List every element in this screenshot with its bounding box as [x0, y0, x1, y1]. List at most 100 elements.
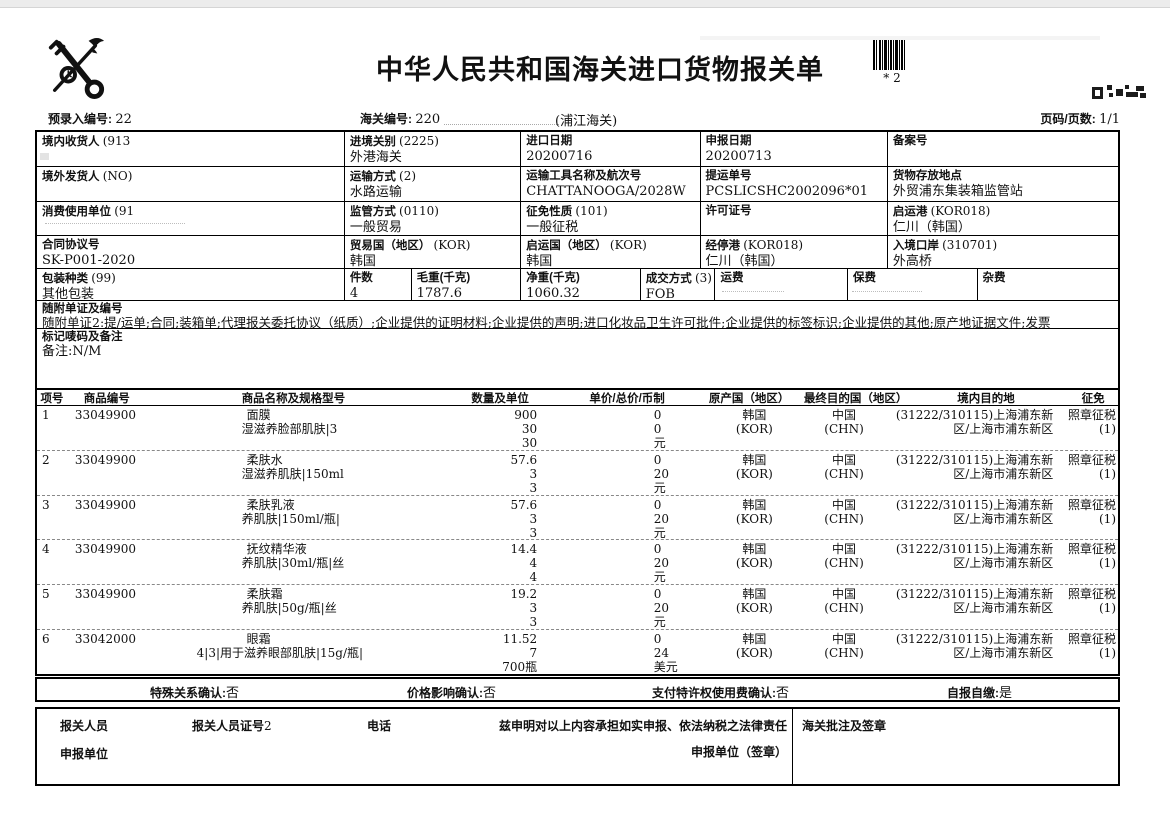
goods-quantity-line: 4 [529, 570, 538, 585]
goods-price-currency-line: 元 [653, 525, 666, 540]
goods-final-destination-line: 中国 [832, 497, 857, 512]
field-value: FOB [645, 287, 675, 300]
goods-quantity-line: 3 [529, 480, 538, 495]
goods-price-currency-line: 0 [653, 408, 662, 422]
goods-commodity-code-line: 33049900 [74, 542, 136, 557]
goods-name-spec: 柔肤水 湿滋养肌肤|150ml [147, 451, 441, 495]
form-row-5: 包装种类 (99) 其他包装 件数 4 毛重(千克) 1787.6 净重(千克)… [37, 268, 1118, 300]
goods-domestic-destination-line: 区/上海市浦东新区 [953, 556, 1054, 571]
form-row-3: 消费使用单位 (91 监管方式 (0110) 一般贸易 征免性质 (101) 一… [37, 201, 1118, 235]
form-row-marks: 标记唛码及备注 备注:N/M [37, 328, 1118, 388]
goods-quantity: 900 30 30 [441, 406, 538, 450]
goods-levy-exemption: 照章征税 (1) [1053, 540, 1118, 584]
field-label: 进境关别 [349, 136, 396, 148]
goods-final-destination-line: (CHN) [824, 511, 864, 526]
confirm-label: 价格影响确认: [407, 686, 483, 700]
goods-origin-country-line: 韩国 [742, 587, 767, 602]
goods-name-spec-line: 4|3|用于滋养眼部肌肤|15g/瓶| [196, 646, 364, 661]
field-label: 境外发货人 [42, 171, 100, 183]
goods-quantity-line: 30 [521, 436, 538, 450]
field-label: 随附单证及编号 [42, 303, 123, 315]
field-label: 运输方式 [349, 171, 396, 183]
goods-levy-exemption-line: 照章征税 [1067, 542, 1116, 557]
goods-price-currency: 0 20 元 [650, 540, 710, 584]
goods-origin-country: 韩国 (KOR) [710, 630, 800, 674]
field-record-no: 备案号 [886, 132, 1118, 166]
goods-item-no: 3 [37, 496, 67, 540]
field-gross-weight: 毛重(千克) 1787.6 [410, 269, 521, 300]
goods-redacted-area [537, 496, 650, 540]
goods-domestic-destination-line: 区/上海市浦东新区 [953, 601, 1054, 616]
field-value: PCSLICSHC2002096*01 [705, 184, 868, 199]
field-value: 水路运输 [349, 185, 402, 200]
goods-origin-country: 韩国 (KOR) [710, 406, 800, 450]
field-value: 其他包装 [42, 287, 95, 300]
goods-item-no: 6 [37, 630, 67, 674]
field-transaction-mode: 成交方式 (3) FOB [639, 269, 715, 300]
goods-domestic-destination-line: (31222/310115)上海浦东新 [895, 587, 1054, 602]
goods-redacted-area [537, 451, 650, 495]
customs-emblem-icon [45, 34, 107, 100]
declarant-id: 报关人员证号2 [192, 717, 272, 734]
customs-number-value: 220 [415, 112, 441, 127]
goods-final-destination-line: 中国 [832, 587, 857, 602]
declarant-id-value: 2 [264, 719, 272, 733]
phone-label: 电话 [367, 719, 392, 733]
goods-quantity: 14.4 4 4 [441, 540, 538, 585]
barcode-icon [873, 40, 907, 70]
goods-origin-country-line: (KOR) [735, 466, 773, 481]
goods-final-destination: 中国 (CHN) [799, 630, 889, 674]
goods-price-currency-line: 元 [653, 480, 666, 495]
goods-price-currency: 0 24 美元 [650, 630, 710, 674]
goods-name-spec-line: 柔肤水 [246, 452, 283, 467]
goods-price-currency-line: 元 [653, 615, 666, 630]
goods-domestic-destination-line: (31222/310115)上海浦东新 [895, 408, 1054, 422]
goods-domestic-destination-line: 区/上海市浦东新区 [953, 466, 1054, 481]
form-row-documents: 随附单证及编号 随附单证2:提/运单;合同;装箱单;代理报关委托协议（纸质）;企… [37, 300, 1118, 328]
goods-name-spec-line: 面膜 [246, 408, 271, 422]
field-label: 成交方式 [645, 273, 692, 285]
goods-row: 5 33049900 柔肤霜 养肌肤|50g/瓶|丝 19.2 3 3 0 20 元韩国 (KOR)… [37, 584, 1118, 629]
field-value: 外港海关 [349, 150, 402, 165]
field-code: (101) [575, 204, 608, 218]
goods-levy-exemption: 照章征税 (1) [1053, 496, 1118, 540]
goods-quantity-line: 3 [529, 525, 538, 540]
field-label: 消费使用单位 [42, 206, 111, 218]
redaction-smudge [852, 286, 922, 292]
confirm-value: 否 [776, 686, 790, 701]
field-code: (KOR018) [930, 204, 991, 218]
goods-item-no-line: 5 [42, 587, 50, 602]
goods-levy-exemption-line: (1) [1099, 556, 1116, 571]
confirm-special-relationship: 特殊关系确认:否 [150, 682, 239, 701]
goods-name-spec-line: 抚纹精华液 [246, 542, 307, 557]
goods-item-no-line: 4 [42, 542, 50, 557]
goods-origin-country: 韩国 (KOR) [710, 496, 800, 540]
confirm-label: 特殊关系确认: [150, 686, 226, 700]
goods-commodity-code: 33049900 [67, 451, 147, 495]
field-value: 仁川（韩国） [705, 254, 784, 268]
field-label: 进口日期 [526, 135, 573, 147]
goods-row: 6 33042000 眼霜 4|3|用于滋养眼部肌肤|15g/瓶| 11.52 7 700瓶… [37, 629, 1118, 674]
goods-final-destination-line: (CHN) [824, 646, 864, 661]
customs-number: 海关编号: 220 [360, 110, 559, 127]
goods-name-spec-line: 湿滋养肌肤|150ml [241, 466, 344, 481]
field-value: 韩国 [349, 254, 376, 268]
goods-item-no-line: 2 [42, 452, 50, 467]
goods-domestic-destination: (31222/310115)上海浦东新 区/上海市浦东新区 [889, 585, 1053, 629]
field-label: 经停港 [705, 240, 741, 252]
goods-origin-country-line: 韩国 [742, 632, 767, 647]
goods-quantity-line: 30 [521, 422, 538, 436]
redaction-smudge [45, 218, 185, 224]
goods-price-currency-line: 0 [653, 497, 662, 512]
goods-commodity-code: 33042000 [67, 630, 147, 674]
goods-commodity-code-line: 33049900 [74, 452, 136, 467]
field-transport-mode: 运输方式 (2) 水路运输 [343, 167, 520, 201]
goods-levy-exemption: 照章征税 (1) [1053, 406, 1118, 450]
field-package-type: 包装种类 (99) 其他包装 [37, 269, 344, 300]
field-entry-customs: 进境关别 (2225) 外港海关 [343, 132, 520, 166]
field-bill-no: 提运单号 PCSLICSHC2002096*01 [699, 167, 887, 201]
goods-domestic-destination-line: 区/上海市浦东新区 [953, 511, 1054, 526]
goods-levy-exemption-line: (1) [1099, 422, 1116, 436]
